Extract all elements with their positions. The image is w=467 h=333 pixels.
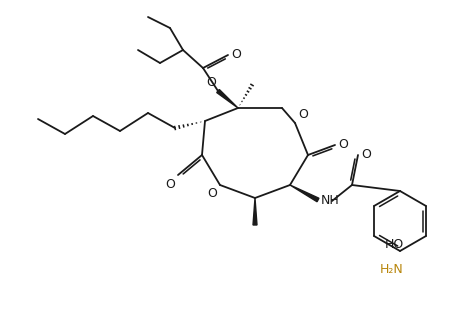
Text: NH: NH	[321, 194, 340, 207]
Text: O: O	[298, 108, 308, 121]
Polygon shape	[290, 185, 319, 202]
Text: H₂N: H₂N	[380, 263, 404, 276]
Text: O: O	[338, 138, 348, 151]
Polygon shape	[217, 90, 238, 108]
Text: O: O	[361, 148, 371, 161]
Text: O: O	[231, 48, 241, 61]
Text: O: O	[165, 178, 175, 191]
Text: O: O	[207, 187, 217, 200]
Polygon shape	[253, 198, 257, 225]
Text: O: O	[206, 76, 216, 89]
Text: HO: HO	[385, 237, 404, 250]
